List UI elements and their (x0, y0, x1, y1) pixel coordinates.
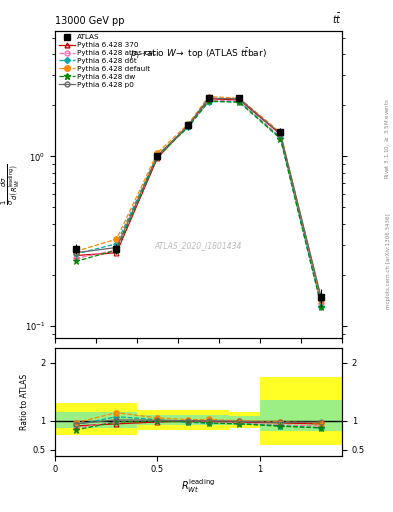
Pythia 6.428 d6t (319, 304, 324, 310)
Pythia 6.428 dw (186, 123, 191, 130)
Text: $t\bar{t}$: $t\bar{t}$ (332, 12, 342, 26)
Pythia 6.428 p0 (155, 153, 160, 159)
Pythia 6.428 d6t (114, 241, 119, 247)
Pythia 6.428 p0 (206, 95, 211, 101)
Pythia 6.428 default (278, 130, 283, 136)
Pythia 6.428 dw (73, 259, 78, 265)
Pythia 6.428 370 (206, 96, 211, 102)
Pythia 6.428 370 (155, 155, 160, 161)
X-axis label: $R_{Wt}^{\rm leading}$: $R_{Wt}^{\rm leading}$ (182, 477, 215, 495)
Line: Pythia 6.428 370: Pythia 6.428 370 (73, 96, 324, 304)
Bar (55, 403, 137, 435)
Pythia 6.428 370 (73, 252, 78, 259)
Text: mcplots.cern.ch [arXiv:1306.3436]: mcplots.cern.ch [arXiv:1306.3436] (386, 214, 391, 309)
Legend: ATLAS, Pythia 6.428 370, Pythia 6.428 atlas-csc, Pythia 6.428 d6t, Pythia 6.428 : ATLAS, Pythia 6.428 370, Pythia 6.428 at… (57, 33, 158, 89)
Pythia 6.428 atlas-csc (155, 153, 160, 159)
Pythia 6.428 370 (319, 298, 324, 304)
Pythia 6.428 d6t (206, 99, 211, 105)
Text: ATLAS_2020_I1801434: ATLAS_2020_I1801434 (155, 241, 242, 250)
Pythia 6.428 atlas-csc (186, 123, 191, 130)
Pythia 6.428 atlas-csc (73, 255, 78, 262)
Pythia 6.428 atlas-csc (278, 134, 283, 140)
Text: $p_{T}$ ratio $W\!\rightarrow$ top (ATLAS $t\bar{t}$bar): $p_{T}$ ratio $W\!\rightarrow$ top (ATLA… (130, 46, 267, 61)
Pythia 6.428 d6t (186, 124, 191, 131)
Bar (55, 412, 137, 428)
Bar (137, 410, 229, 430)
Pythia 6.428 atlas-csc (319, 301, 324, 307)
Pythia 6.428 370 (278, 131, 283, 137)
Line: Pythia 6.428 default: Pythia 6.428 default (73, 94, 324, 303)
Bar (260, 400, 342, 431)
Y-axis label: $\frac{1}{\sigma}\frac{d\sigma}{d\left(R_{Wt}^{\rm leading}\right)}$: $\frac{1}{\sigma}\frac{d\sigma}{d\left(R… (0, 163, 22, 205)
Line: Pythia 6.428 p0: Pythia 6.428 p0 (73, 96, 324, 301)
Pythia 6.428 370 (186, 122, 191, 129)
Bar (229, 416, 260, 425)
Pythia 6.428 p0 (73, 250, 78, 256)
Pythia 6.428 default (319, 297, 324, 303)
Pythia 6.428 dw (206, 98, 211, 104)
Text: 13000 GeV pp: 13000 GeV pp (55, 15, 125, 26)
Line: Pythia 6.428 dw: Pythia 6.428 dw (72, 98, 325, 310)
Line: Pythia 6.428 atlas-csc: Pythia 6.428 atlas-csc (73, 97, 324, 306)
Bar (137, 415, 229, 425)
Pythia 6.428 default (237, 95, 242, 101)
Bar (229, 412, 260, 428)
Pythia 6.428 default (73, 248, 78, 254)
Pythia 6.428 370 (114, 250, 119, 256)
Pythia 6.428 default (186, 121, 191, 127)
Pythia 6.428 default (114, 236, 119, 242)
Pythia 6.428 370 (237, 97, 242, 103)
Text: Rivet 3.1.10, $\geq$ 3.5M events: Rivet 3.1.10, $\geq$ 3.5M events (384, 98, 391, 179)
Pythia 6.428 p0 (186, 122, 191, 129)
Pythia 6.428 dw (319, 304, 324, 310)
Pythia 6.428 dw (114, 247, 119, 253)
Pythia 6.428 d6t (278, 135, 283, 141)
Pythia 6.428 dw (237, 99, 242, 105)
Pythia 6.428 atlas-csc (237, 98, 242, 104)
Pythia 6.428 p0 (237, 96, 242, 102)
Pythia 6.428 atlas-csc (206, 97, 211, 103)
Pythia 6.428 d6t (237, 99, 242, 105)
Pythia 6.428 d6t (155, 152, 160, 158)
Pythia 6.428 default (155, 150, 160, 156)
Pythia 6.428 dw (155, 154, 160, 160)
Pythia 6.428 p0 (114, 244, 119, 250)
Y-axis label: Ratio to ATLAS: Ratio to ATLAS (20, 374, 29, 430)
Pythia 6.428 p0 (319, 295, 324, 302)
Pythia 6.428 d6t (73, 251, 78, 257)
Bar (260, 377, 342, 445)
Pythia 6.428 p0 (278, 131, 283, 137)
Line: Pythia 6.428 d6t: Pythia 6.428 d6t (73, 99, 323, 309)
Pythia 6.428 default (206, 94, 211, 100)
Pythia 6.428 dw (278, 136, 283, 142)
Pythia 6.428 atlas-csc (114, 247, 119, 253)
